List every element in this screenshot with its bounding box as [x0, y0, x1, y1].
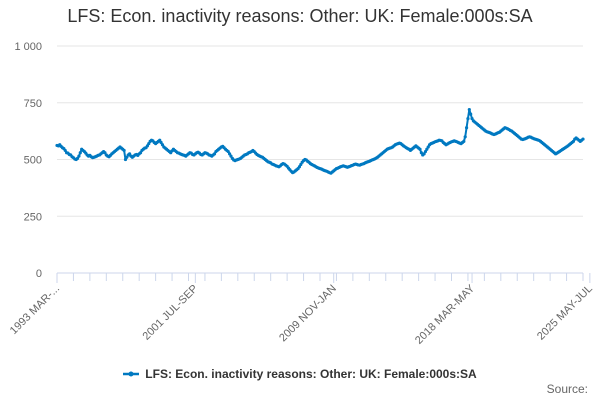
x-tick-label: 2001 JUL-SEP — [141, 283, 201, 343]
data-point[interactable] — [462, 139, 466, 143]
legend-label: LFS: Econ. inactivity reasons: Other: UK… — [145, 366, 477, 381]
series-line[interactable] — [56, 108, 584, 175]
data-point[interactable] — [78, 151, 82, 155]
y-tick-label: 750 — [24, 98, 42, 110]
legend[interactable]: LFS: Econ. inactivity reasons: Other: UK… — [0, 366, 600, 381]
data-point[interactable] — [467, 107, 471, 112]
data-point[interactable] — [418, 147, 422, 151]
data-point[interactable] — [581, 137, 585, 141]
data-point[interactable] — [469, 112, 473, 116]
y-tick-label: 1 000 — [14, 41, 42, 53]
series-layer — [55, 107, 585, 175]
source-label: Source: — [546, 382, 588, 396]
data-point[interactable] — [77, 154, 81, 158]
data-point[interactable] — [466, 117, 470, 121]
data-point[interactable] — [463, 135, 467, 139]
gridlines — [57, 45, 583, 274]
axes: 0 250 500 750 1 000 1993 MAR-... 2001 JUL-SEP 2… — [8, 41, 595, 347]
x-tick-label: 1993 MAR-... — [8, 283, 62, 337]
x-tick-label: 2009 NOV-JAN — [277, 283, 339, 345]
chart-title: LFS: Econ. inactivity reasons: Other: UK… — [67, 6, 533, 26]
data-point[interactable] — [464, 126, 469, 130]
x-tick-label: 2025 MAY-JUL — [535, 283, 595, 343]
y-tick-label: 250 — [24, 211, 42, 223]
legend-swatch — [123, 371, 140, 377]
y-tick-label: 0 — [36, 268, 42, 280]
data-point[interactable] — [122, 148, 126, 153]
y-tick-label: 500 — [24, 155, 42, 167]
x-tick-label: 2018 MAR-MAY — [413, 282, 478, 347]
